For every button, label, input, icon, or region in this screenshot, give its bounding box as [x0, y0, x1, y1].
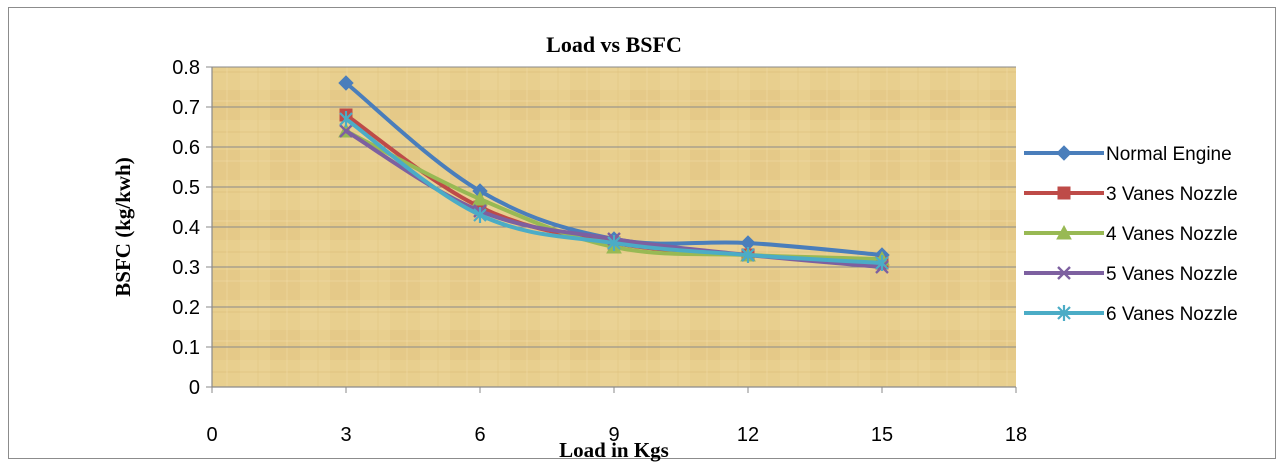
legend-label: Normal Engine — [1106, 144, 1232, 165]
legend-marker — [1057, 305, 1071, 321]
y-tick-labels: 0 0.1 0.2 0.3 0.4 0.5 0.6 0.7 0.8 — [172, 57, 200, 399]
axes — [211, 67, 1017, 393]
legend-item: 4 Vanes Nozzle — [1024, 224, 1238, 245]
x-tick-label: 12 — [737, 424, 759, 446]
series-group — [338, 75, 890, 274]
x-tick-label: 9 — [608, 424, 619, 446]
data-point — [472, 190, 488, 206]
data-point — [473, 207, 487, 223]
legend-label: 5 Vanes Nozzle — [1106, 264, 1238, 285]
legend-marker — [1057, 266, 1071, 280]
legend-label: 4 Vanes Nozzle — [1106, 224, 1238, 245]
data-point — [741, 247, 755, 263]
legend-item: Normal Engine — [1024, 144, 1232, 165]
legend-label: 6 Vanes Nozzle — [1106, 304, 1238, 325]
y-tick-label: 0 — [189, 377, 200, 399]
x-tick-label: 15 — [871, 424, 893, 446]
y-tick-label: 0.4 — [172, 217, 200, 239]
data-point — [875, 255, 889, 271]
data-point — [339, 124, 353, 138]
legend-marker — [1056, 224, 1072, 240]
y-tick-label: 0.2 — [172, 297, 200, 319]
y-tick-label: 0.8 — [172, 57, 200, 79]
y-tick-label: 0.7 — [172, 97, 200, 119]
legend: Normal Engine 3 Vanes Nozzle 4 Vanes Nozzl… — [1024, 144, 1238, 325]
series-5 — [339, 111, 889, 271]
x-tick-label: 6 — [474, 424, 485, 446]
y-axis-title: BSFC (kg/kwh) — [111, 157, 135, 296]
y-tick-label: 0.5 — [172, 177, 200, 199]
x-axis-title: Load in Kgs — [559, 438, 669, 462]
x-tick-label: 3 — [340, 424, 351, 446]
x-tick-label: 0 — [206, 424, 217, 446]
chart-title: Load vs BSFC — [546, 32, 682, 57]
x-tick-label: 18 — [1005, 424, 1027, 446]
legend-marker — [1057, 186, 1071, 200]
y-tick-label: 0.1 — [172, 337, 200, 359]
legend-item: 5 Vanes Nozzle — [1024, 264, 1238, 285]
data-point — [339, 111, 353, 127]
data-point — [607, 235, 621, 251]
data-point — [338, 75, 354, 91]
gridlines — [206, 66, 1016, 388]
x-tick-labels: 0 3 6 9 12 15 18 — [206, 424, 1027, 446]
y-tick-label: 0.6 — [172, 137, 200, 159]
legend-label: 3 Vanes Nozzle — [1106, 184, 1238, 205]
legend-item: 6 Vanes Nozzle — [1024, 304, 1238, 325]
y-tick-label: 0.3 — [172, 257, 200, 279]
legend-marker — [1056, 145, 1072, 161]
legend-item: 3 Vanes Nozzle — [1024, 184, 1238, 205]
